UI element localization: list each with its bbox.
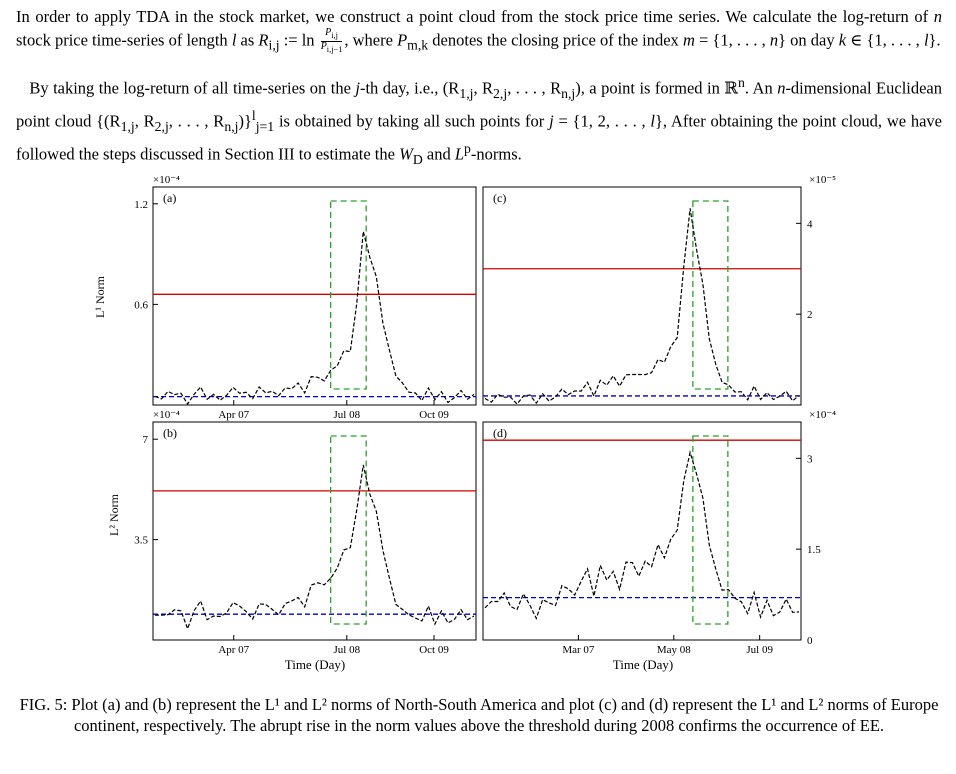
panel-label: (d) xyxy=(493,426,507,440)
y-tick-label: 4 xyxy=(807,218,813,230)
x-tick-label: May 08 xyxy=(657,644,691,656)
plot-frame xyxy=(152,421,477,641)
panel-label: (c) xyxy=(493,191,506,205)
panel-a: (a) ×10⁻⁴ 0.6 1.2 Apr 07 Jul 08 Oct 09 xyxy=(134,174,477,421)
axis-multiplier: ×10⁻⁴ xyxy=(153,409,180,421)
x-tick-label: Oct 09 xyxy=(419,644,449,656)
axis-multiplier: ×10⁻⁴ xyxy=(153,174,180,186)
panel-b: (b) ×10⁻⁴ 3.5 7 Apr 07 Jul 08 Oct 09 xyxy=(134,409,477,656)
event-window-box xyxy=(692,200,729,390)
plot-frame xyxy=(152,186,477,406)
plot-frame xyxy=(482,186,802,406)
event-window-box xyxy=(329,200,367,390)
ylabel-top: L¹ Norm xyxy=(93,275,107,318)
xlabel-right: Time (Day) xyxy=(613,657,674,672)
x-tick-label: Oct 09 xyxy=(419,409,449,421)
paragraph-2: By taking the log-return of all time-ser… xyxy=(16,75,943,167)
panel-d: (d) ×10⁻⁴ 0 1.5 3 Mar 07 May 08 Jul 09 xyxy=(482,409,836,656)
x-tick-label: Jul 09 xyxy=(746,644,773,656)
log-return-fraction: Pi,j Pi,j−1 xyxy=(320,27,343,54)
y-tick-label: 0.6 xyxy=(134,299,148,311)
event-window-box xyxy=(692,435,729,625)
x-tick-label: Apr 07 xyxy=(218,409,249,421)
norm-series xyxy=(154,231,475,406)
ylabel-bottom: L² Norm xyxy=(107,493,121,536)
axis-multiplier: ×10⁻⁵ xyxy=(809,174,836,186)
figure-5: (a) ×10⁻⁴ 0.6 1.2 Apr 07 Jul 08 Oct 09 (b) ×10⁻⁴… xyxy=(93,174,836,672)
paragraph-1: In order to apply TDA in the stock marke… xyxy=(16,7,942,54)
x-tick-label: Mar 07 xyxy=(562,644,595,656)
y-tick-label: 3 xyxy=(807,453,813,465)
y-tick-label: 2 xyxy=(807,309,813,321)
x-tick-label: Jul 08 xyxy=(334,644,361,656)
panel-label: (b) xyxy=(163,426,177,440)
figure-caption: FIG. 5: Plot (a) and (b) represent the L… xyxy=(19,695,939,735)
figure-panels: (a) ×10⁻⁴ 0.6 1.2 Apr 07 Jul 08 Oct 09 (b) ×10⁻⁴… xyxy=(134,174,836,656)
x-tick-label: Apr 07 xyxy=(218,644,249,656)
plot-frame xyxy=(482,421,802,641)
xlabel-left: Time (Day) xyxy=(285,657,346,672)
norm-series xyxy=(154,464,475,631)
axis-multiplier: ×10⁻⁴ xyxy=(809,409,836,421)
y-tick-label: 3.5 xyxy=(134,535,148,547)
panel-label: (a) xyxy=(163,191,176,205)
y-tick-label: 7 xyxy=(143,434,149,446)
y-tick-label: 1.2 xyxy=(134,199,148,211)
y-tick-label: 0 xyxy=(807,635,813,647)
norm-series xyxy=(484,450,800,620)
event-window-box xyxy=(329,435,367,625)
panel-c: (c) ×10⁻⁵ 2 4 xyxy=(482,174,836,406)
norm-series xyxy=(484,208,800,405)
x-tick-label: Jul 08 xyxy=(334,409,361,421)
y-tick-label: 1.5 xyxy=(807,544,821,556)
